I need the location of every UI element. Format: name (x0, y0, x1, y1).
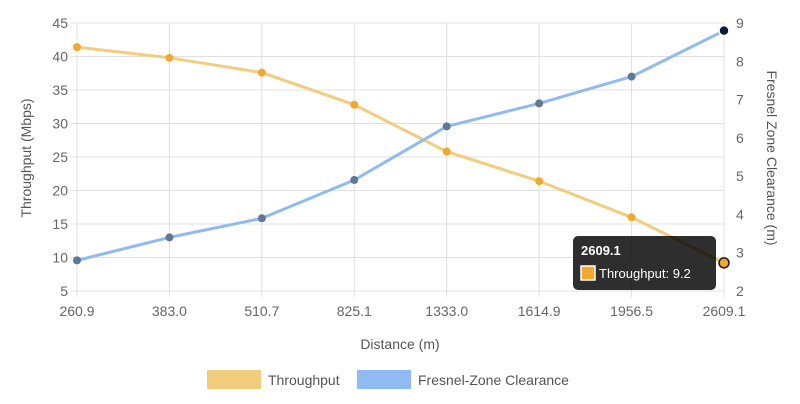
legend-label-fresnel[interactable]: Fresnel-Zone Clearance (418, 372, 569, 388)
left-tick-label: 15 (52, 216, 68, 232)
series-line-fresnel (76, 29, 725, 262)
left-tick-label: 20 (52, 183, 68, 199)
legend-swatch-throughput[interactable] (207, 370, 261, 389)
x-tick-label: 260.9 (59, 303, 94, 319)
legend-swatch-fresnel[interactable] (357, 370, 411, 389)
tooltip: 2609.1 Throughput: 9.2 (573, 236, 716, 290)
data-point-fresnel (350, 175, 359, 184)
data-point-fresnel (73, 256, 81, 265)
right-tick-label: 8 (736, 53, 744, 69)
x-tick-label: 1333.0 (425, 303, 468, 319)
left-axis-title: Throughput (Mbps) (18, 98, 34, 217)
left-axis-ticks: 5 10 15 20 25 30 35 40 45 (52, 15, 68, 299)
data-point-throughput (718, 257, 730, 269)
left-tick-label: 35 (52, 82, 68, 98)
right-tick-label: 2 (736, 283, 744, 299)
data-point-fresnel (442, 122, 451, 131)
x-axis-ticks: 260.9 383.0 510.7 825.1 1333.0 1614.9 1956.5 26… (59, 303, 745, 319)
data-point-throughput (73, 43, 81, 52)
x-tick-label: 1956.5 (610, 303, 653, 319)
right-tick-label: 4 (736, 206, 744, 222)
data-point-throughput (627, 213, 636, 222)
x-tick-label: 383.0 (152, 303, 187, 319)
left-tick-label: 40 (52, 49, 68, 65)
x-tick-label: 1614.9 (518, 303, 561, 319)
tooltip-label: Throughput: 9.2 (599, 266, 691, 281)
tooltip-box (573, 236, 716, 290)
right-tick-label: 7 (736, 92, 744, 108)
right-tick-label: 6 (736, 130, 744, 146)
data-point-throughput (442, 147, 451, 156)
x-tick-label: 825.1 (337, 303, 372, 319)
data-point-throughput (350, 100, 359, 109)
right-tick-label: 3 (736, 245, 744, 261)
data-point-fresnel (165, 233, 174, 242)
tooltip-title: 2609.1 (581, 243, 621, 258)
data-point-fresnel (627, 72, 636, 81)
left-tick-label: 10 (52, 250, 68, 266)
x-axis-title: Distance (m) (360, 336, 439, 352)
right-tick-label: 9 (736, 15, 744, 31)
legend-label-throughput[interactable]: Throughput (268, 372, 340, 388)
series-points (73, 24, 730, 269)
right-tick-label: 5 (736, 168, 744, 184)
data-point-fresnel (535, 99, 544, 108)
x-tick-label: 510.7 (244, 303, 279, 319)
left-tick-label: 25 (52, 149, 68, 165)
right-axis-ticks: 2 3 4 5 6 7 8 9 (736, 15, 744, 299)
data-point-throughput (535, 177, 544, 186)
data-point-throughput (165, 53, 174, 62)
left-tick-label: 45 (52, 15, 68, 31)
data-point-fresnel-highlight (718, 24, 730, 37)
data-point-throughput (257, 68, 266, 77)
left-tick-label: 5 (60, 283, 68, 299)
data-point-fresnel (257, 214, 266, 223)
x-tick-label: 2609.1 (703, 303, 746, 319)
legend: Throughput Fresnel-Zone Clearance (207, 370, 569, 389)
left-tick-label: 30 (52, 116, 68, 132)
right-axis-title: Fresnel Zone Clearance (m) (764, 70, 780, 245)
tooltip-swatch (580, 265, 596, 281)
series-line-throughput (76, 45, 725, 265)
series-lines (76, 29, 725, 265)
